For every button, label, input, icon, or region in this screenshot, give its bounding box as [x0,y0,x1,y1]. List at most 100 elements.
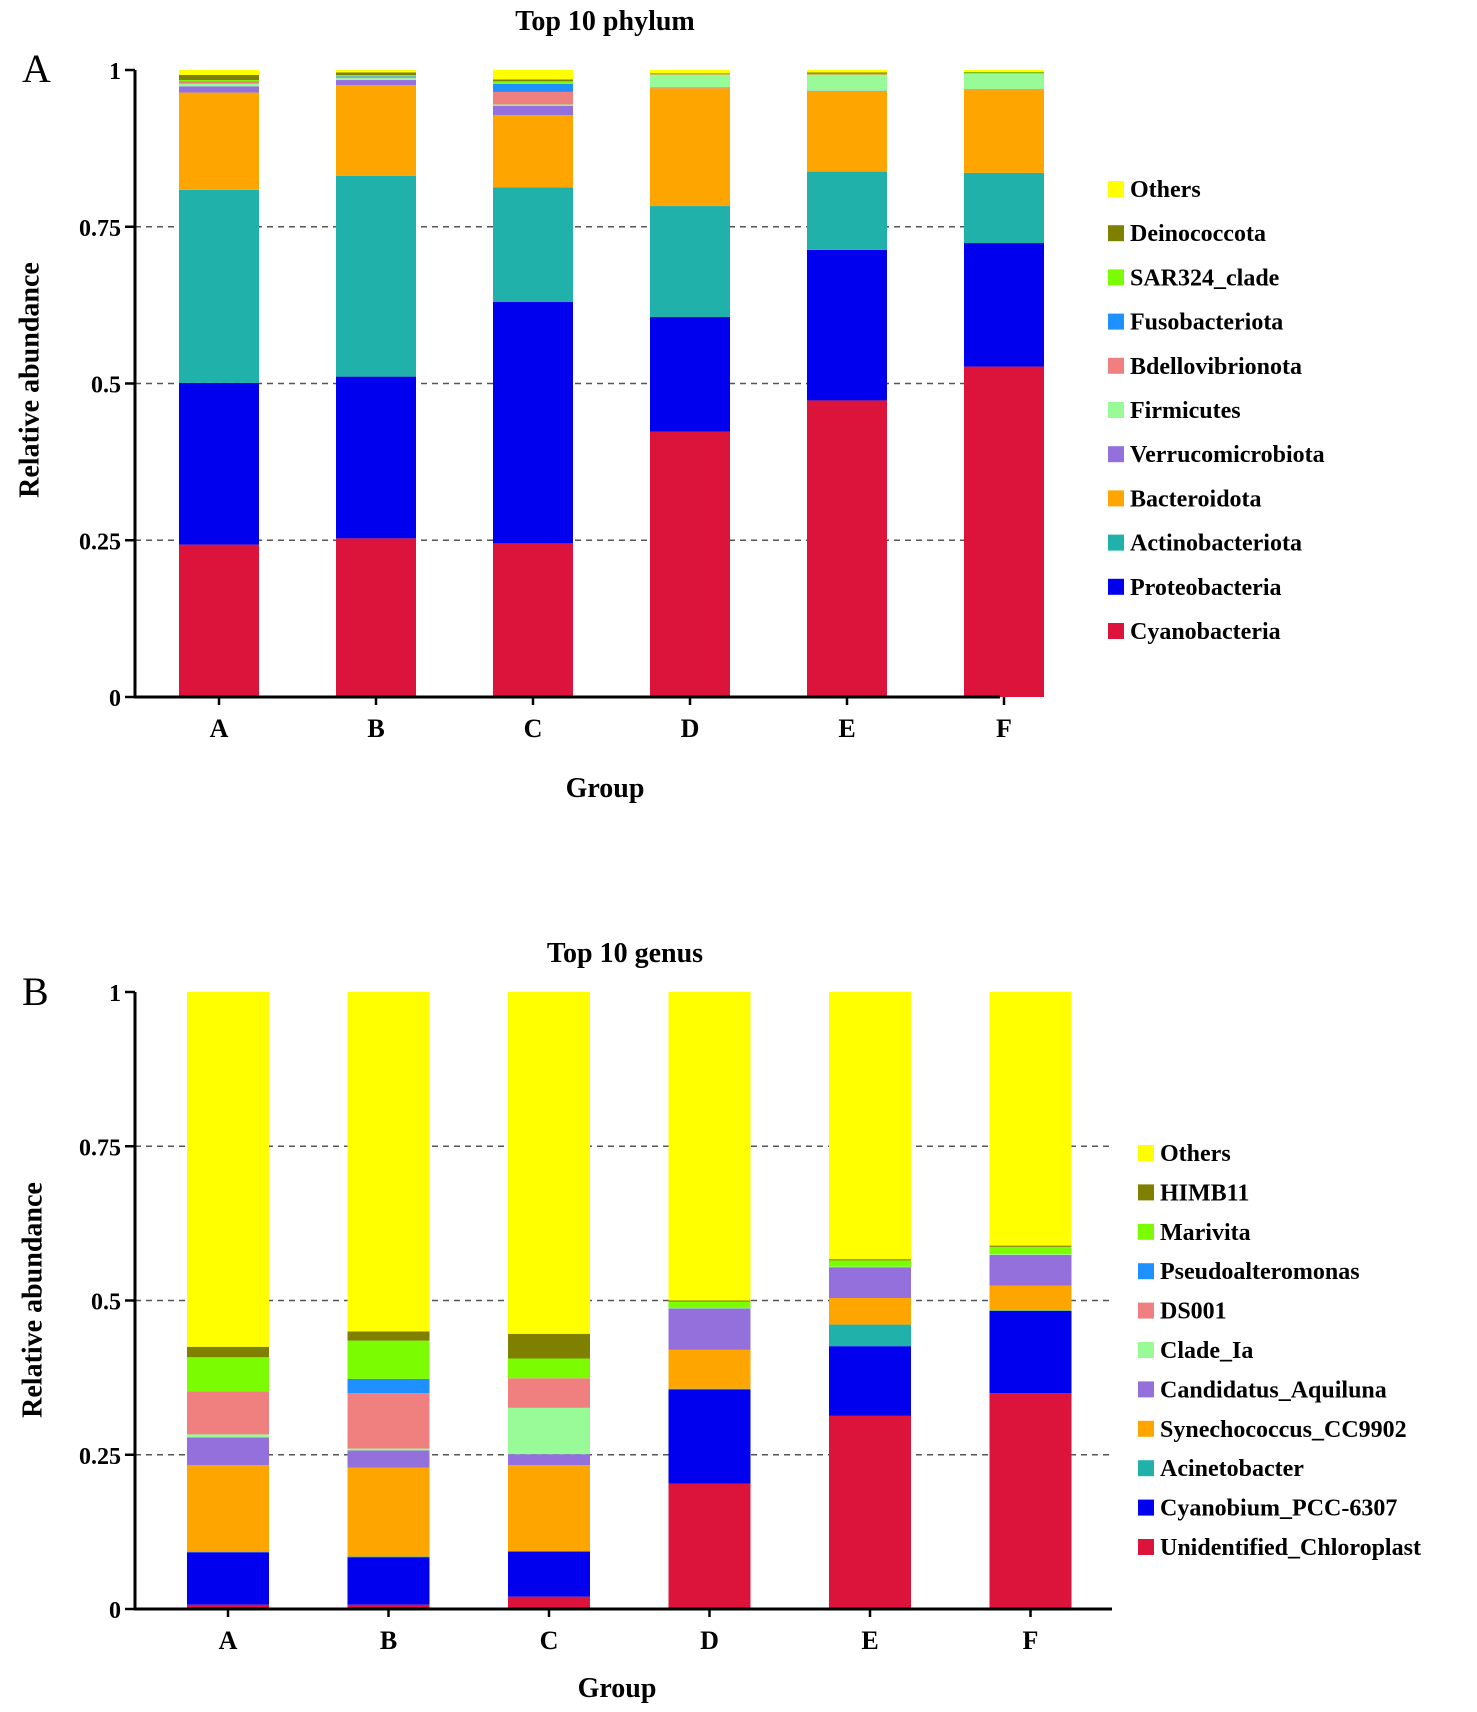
p2-bar-D-acinetobacter [668,1388,751,1390]
p2-bar-D-synechococcus-cc9902 [668,1349,751,1389]
p2-legend-swatch [1138,1420,1154,1437]
p2-bar-C-unidentified-chloroplast [508,1596,590,1609]
p1-legend-label: SAR324_clade [1130,265,1280,291]
p1-bar-D-actinobacteriota [650,206,730,318]
p2-bar-B-clade-ia [347,1448,430,1451]
p1-legend-label: Firmicutes [1130,398,1241,424]
p2-bar-B-candidatus-aquiluna [347,1450,430,1468]
p1-bar-B-bdellovibrionota [336,76,416,79]
p2-ytick-label: 0 [109,1598,121,1624]
p2-bar-D-cyanobium-pcc-6307 [668,1389,751,1484]
p2-xtick-label-C: C [540,1626,559,1655]
p1-bar-A-firmicutes [179,83,259,87]
p1-bar-A-bdellovibrionota [179,81,259,84]
p1-bar-B-deinococcota [336,72,416,76]
p1-bar-B-cyanobacteria [336,538,416,697]
p1-bar-A-proteobacteria [179,382,259,545]
p2-legend-swatch [1138,1145,1154,1161]
p2-legend-swatch [1138,1302,1154,1319]
p2-bar-C-acinetobacter [508,1551,590,1552]
p1-bar-A-verrucomicrobiota [179,86,259,93]
p1-bar-E-firmicutes [807,75,887,91]
p2-legend-label: Acinetobacter [1160,1456,1304,1482]
p2-bar-F-unidentified-chloroplast [989,1393,1072,1609]
p2-panel-letter: B [22,969,49,1014]
p2-chart-title: Top 10 genus [547,938,703,969]
p2-ytick-label: 0.75 [79,1135,121,1161]
p2-legend-label: Clade_Ia [1160,1338,1253,1364]
p2-bar-A-others [187,992,269,1347]
p2-bar-E-acinetobacter [829,1324,911,1347]
p1-bar-B-sar324-clade [336,75,416,77]
p2-bar-F-others [989,992,1072,1246]
p1-bar-F-bacteroidota [964,90,1044,173]
p2-bar-C-marivita [508,1358,590,1379]
p2-bar-E-candidatus-aquiluna [829,1267,911,1299]
p2-legend-label: Marivita [1160,1220,1251,1246]
p1-bar-A-others [179,70,259,76]
p2-bar-D-marivita [668,1301,751,1308]
p2-bar-D-others [668,992,751,1301]
p2-ytick-label: 0.5 [91,1290,121,1316]
p1-bar-A-bacteroidota [179,92,259,190]
p2-ytick-label: 1 [109,981,121,1007]
p1-legend-label: Proteobacteria [1130,575,1282,601]
p1-bar-B-bacteroidota [336,85,416,176]
p2-bar-A-unidentified-chloroplast [187,1604,269,1609]
p2-xtick-label-D: D [700,1626,719,1655]
p1-ytick-label: 0 [109,686,121,712]
p1-bar-D-sar324-clade [650,73,730,75]
p1-legend-label: Fusobacteriota [1130,310,1283,336]
p2-bar-D-clade-ia [668,1307,751,1309]
p1-ytick-label: 1 [109,59,121,85]
p1-bar-C-cyanobacteria [493,543,573,697]
p2-bar-E-unidentified-chloroplast [829,1415,911,1609]
p2-bar-D-candidatus-aquiluna [668,1308,751,1350]
p1-legend-swatch [1108,446,1124,463]
p1-xtick-label-A: A [210,714,229,743]
p2-bar-C-clade-ia [508,1407,590,1455]
p2-bar-B-ds001 [347,1393,430,1449]
p2-bar-C-candidatus-aquiluna [508,1454,590,1466]
p2-ytick-label: 0.25 [79,1444,121,1470]
p1-legend-swatch [1108,357,1124,374]
p2-legend-swatch [1138,1223,1154,1240]
p2-bar-C-himb11 [508,1333,590,1359]
p2-bar-A-ds001 [187,1391,269,1435]
p2-legend-swatch [1138,1184,1154,1201]
p2-xtick-label-B: B [380,1626,397,1655]
p1-x-axis-title: Group [566,773,645,804]
p2-bar-A-clade-ia [187,1434,269,1438]
p1-bar-B-verrucomicrobiota [336,80,416,86]
p1-bar-D-bdellovibrionota [650,74,730,76]
p2-bar-B-marivita [347,1340,430,1379]
p2-bar-C-synechococcus-cc9902 [508,1465,590,1552]
p2-x-axis-title: Group [578,1673,657,1704]
p2-xtick-label-E: E [861,1626,878,1655]
p1-legend-swatch [1108,534,1124,551]
p1-bar-C-sar324-clade [493,81,573,84]
p2-bar-F-candidatus-aquiluna [989,1254,1072,1286]
p2-legend-label: Cyanobium_PCC-6307 [1160,1496,1397,1522]
p2-bar-F-synechococcus-cc9902 [989,1285,1072,1311]
p2-chart: Top 10 genus B A B C D E F 0 0.25 0.5 0.75 1 Relative… [17,938,1421,1704]
p1-bar-F-others [964,70,1044,72]
p2-bar-F-clade-ia [989,1254,1072,1255]
p2-bar-E-synechococcus-cc9902 [829,1298,911,1325]
p2-bar-F-cyanobium-pcc-6307 [989,1310,1072,1394]
p2-y-axis-title: Relative abundance [17,1182,48,1418]
p1-bar-D-bacteroidota [650,88,730,207]
p1-bar-C-actinobacteriota [493,187,573,302]
p1-legend-label: Bacteroidota [1130,486,1262,512]
p1-bar-E-cyanobacteria [807,400,887,697]
p2-legend-label: Unidentified_Chloroplast [1160,1535,1421,1561]
p1-chart-title: Top 10 phylum [515,6,695,37]
p1-legend-label: Verrucomicrobiota [1130,442,1325,468]
p1-legend-swatch [1108,490,1124,507]
p1-legend-swatch [1108,313,1124,330]
p2-legend-label: Candidatus_Aquiluna [1160,1377,1387,1403]
p2-bar-A-himb11 [187,1346,269,1358]
p1-bar-C-proteobacteria [493,301,573,544]
p1-bar-A-actinobacteriota [179,189,259,383]
p2-legend-label: HIMB11 [1160,1180,1249,1206]
